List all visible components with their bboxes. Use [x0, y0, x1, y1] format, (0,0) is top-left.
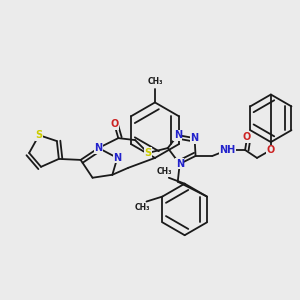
Text: S: S [35, 130, 43, 140]
Text: O: O [243, 132, 251, 142]
Text: CH₃: CH₃ [135, 203, 150, 212]
Text: N: N [190, 133, 199, 143]
Text: N: N [176, 159, 184, 169]
Text: CH₃: CH₃ [157, 167, 172, 176]
Text: CH₃: CH₃ [147, 77, 163, 86]
Text: S: S [145, 148, 152, 158]
Text: N: N [174, 130, 182, 140]
Text: N: N [113, 153, 122, 163]
Text: NH: NH [219, 145, 236, 155]
Text: N: N [94, 143, 103, 153]
Text: O: O [110, 119, 118, 129]
Text: O: O [267, 145, 275, 155]
